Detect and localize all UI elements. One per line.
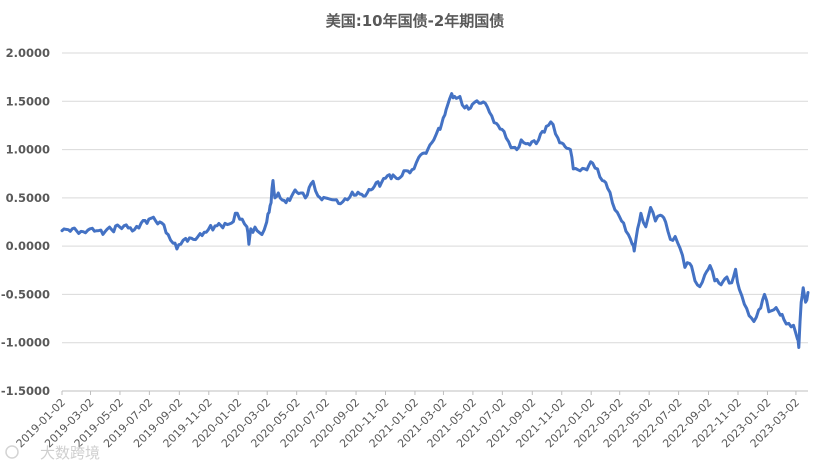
- y-tick-label: -0.5000: [1, 287, 50, 301]
- y-tick-label: 0.0000: [6, 239, 50, 253]
- y-tick-label: 2.0000: [6, 46, 50, 60]
- watermark: 大数跨境: [5, 444, 100, 462]
- watermark-logo-icon: [5, 445, 19, 459]
- y-tick-label: 0.5000: [6, 191, 50, 205]
- watermark-text: 大数跨境: [40, 444, 100, 462]
- y-tick-label: -1.5000: [1, 384, 50, 398]
- y-axis: 2.0000 1.5000 1.0000 0.5000 0.0000 -0.5000 -1.…: [1, 46, 50, 398]
- y-tick-label: 1.5000: [6, 94, 50, 108]
- y-tick-label: -1.0000: [1, 336, 50, 350]
- series-layer: [60, 92, 810, 349]
- grid-layer: [62, 52, 808, 392]
- x-axis: 2019-01-022019-03-022019-05-022019-07-02…: [14, 390, 808, 450]
- y-tick-label: 1.0000: [6, 143, 50, 157]
- series-line: [60, 92, 810, 349]
- chart-title: 美国:10年国债-2年期国债: [326, 12, 505, 30]
